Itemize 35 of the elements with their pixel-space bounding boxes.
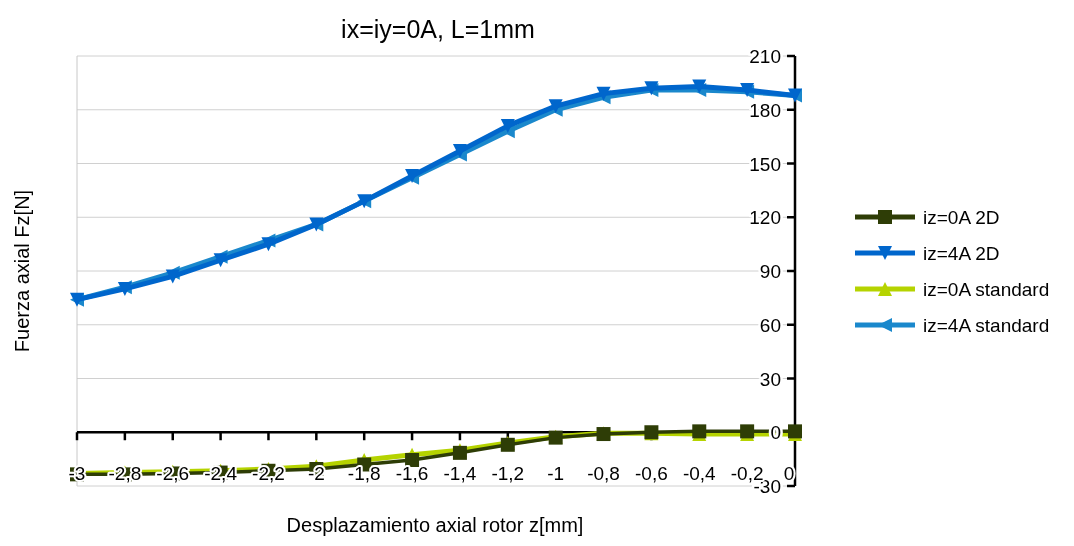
legend-label: iz=4A standard xyxy=(923,315,1050,336)
y-tick-label: 60 xyxy=(759,314,781,336)
point xyxy=(213,253,228,268)
point xyxy=(452,143,467,158)
y-tick-label: 210 xyxy=(749,46,781,67)
point xyxy=(261,237,276,252)
point xyxy=(165,269,180,284)
y-tick-label: 120 xyxy=(749,207,781,229)
y-tick-label: 90 xyxy=(759,261,781,282)
point xyxy=(405,453,420,468)
y-tick-label: 30 xyxy=(759,368,781,390)
x-tick-label: -0,8 xyxy=(587,463,620,485)
legend-label: iz=4A 2D xyxy=(923,243,1000,264)
x-tick-label: -1,2 xyxy=(491,463,525,485)
x-tick-label: -2,6 xyxy=(156,463,190,485)
point xyxy=(692,79,707,94)
y-tick-label: 150 xyxy=(749,153,781,175)
chart-title: ix=iy=0A, L=1mm xyxy=(341,15,535,43)
y-axis-title: Fuerza axial Fz[N] xyxy=(11,189,33,353)
x-tick-label: -2,8 xyxy=(108,463,142,485)
point xyxy=(500,118,515,133)
y-tick-label: 0 xyxy=(770,422,781,444)
point xyxy=(596,86,611,101)
legend-label: iz=0A 2D xyxy=(923,207,1000,228)
x-tick-label: -1 xyxy=(547,463,565,485)
x-axis-title: Desplazamiento axial rotor z[mm] xyxy=(286,514,584,536)
x-tick-label: -0,4 xyxy=(682,463,717,485)
x-tick-label: -1,8 xyxy=(347,463,381,485)
x-tick-label: -1,6 xyxy=(395,463,429,485)
y-tick-label: 180 xyxy=(749,99,781,121)
legend-label: iz=0A standard xyxy=(923,279,1050,300)
x-tick-label: -1,4 xyxy=(443,463,477,485)
x-tick-label: 0 xyxy=(783,463,795,485)
x-tick-label: -2,4 xyxy=(204,463,238,485)
x-tick-label: -0,6 xyxy=(635,463,668,485)
